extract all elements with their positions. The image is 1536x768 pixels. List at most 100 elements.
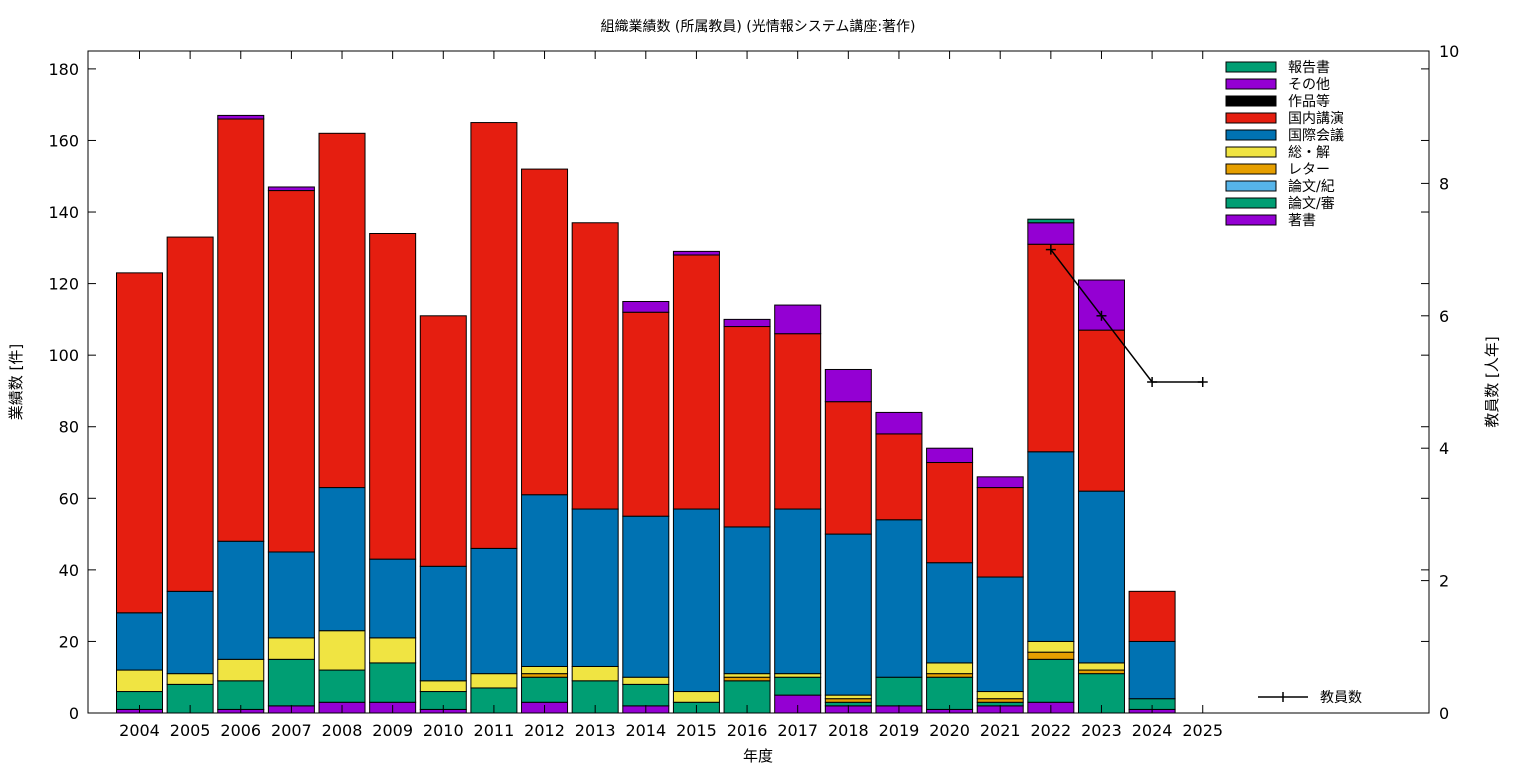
bar-segment-2011-s5 [470, 547, 518, 675]
x-tick-label-2023: 2023 [1081, 721, 1122, 740]
bar-segment-2014-s8 [622, 300, 670, 313]
legend-label-8: 論文/審 [1288, 196, 1335, 212]
bar-segment-2013-s6 [571, 222, 619, 510]
x-tick-label-2022: 2022 [1030, 721, 1071, 740]
x-tick-label-2011: 2011 [474, 721, 515, 740]
legend-swatch-6 [1225, 163, 1277, 175]
teacher-count-line [1050, 249, 1203, 383]
y2-tick-label: 4 [1439, 439, 1449, 458]
bar-segment-2009-s5 [369, 558, 417, 639]
axes-layer: 0 20 40 60 80 100 120 140 160 180 0 2 4 6 8 10 2004 2005 2… [48, 42, 1459, 740]
bar-segment-2022-s4 [1027, 640, 1075, 653]
bar-segment-2022-s9 [1027, 218, 1075, 224]
x-tick-label-2006: 2006 [220, 721, 261, 740]
bar-segment-2006-s1 [217, 680, 265, 710]
bar-segment-2022-s1 [1027, 658, 1075, 703]
bar-segment-2008-s4 [318, 630, 366, 671]
bar-segment-2016-s8 [723, 318, 771, 328]
bar-segment-2024-s6 [1128, 590, 1176, 642]
bar-segment-2024-s5 [1128, 640, 1176, 700]
bar-segment-2023-s3 [1077, 669, 1125, 675]
bar-segment-2018-s8 [824, 368, 872, 403]
bar-segment-2015-s5 [672, 508, 720, 693]
bar-segment-2004-s4 [116, 669, 163, 693]
bar-segment-2020-s6 [926, 462, 974, 564]
teacher-count-point-2022 [1045, 244, 1056, 255]
y-tick-label: 100 [48, 346, 79, 365]
bar-segment-2010-s6 [419, 315, 467, 567]
bar-segment-2021-s5 [976, 576, 1024, 693]
y-tick-label: 60 [59, 489, 79, 508]
bar-segment-2005-s5 [166, 590, 214, 675]
bar-segment-2017-s1 [774, 676, 822, 696]
legend-swatch-2 [1225, 95, 1277, 107]
bar-segment-2015-s4 [672, 691, 720, 703]
x-tick-label-2007: 2007 [271, 721, 312, 740]
bar-segment-2006-s4 [217, 658, 265, 682]
bar-segment-2018-s6 [824, 401, 872, 535]
x-tick-label-2005: 2005 [170, 721, 211, 740]
bar-segment-2011-s4 [470, 673, 518, 689]
legend-swatch-9 [1225, 214, 1277, 226]
legend-swatch-5 [1225, 146, 1277, 158]
y-tick-label: 160 [48, 131, 79, 150]
legend-label-4: 国際会議 [1288, 127, 1344, 144]
y-tick-label: 0 [69, 704, 79, 723]
bar-segment-2021-s8 [976, 476, 1024, 489]
chart-title: 組織業績数 (所属教員) (光情報システム講座:著作) [600, 19, 915, 35]
legend-label-1: その他 [1288, 77, 1330, 93]
bar-segment-2022-s5 [1027, 451, 1075, 642]
bar-segment-2017-s5 [774, 508, 822, 675]
bar-segment-2011-s6 [470, 122, 518, 549]
x-tick-label-2008: 2008 [322, 721, 363, 740]
teacher-count-point-2024 [1147, 377, 1158, 387]
legend-label-3: 国内講演 [1288, 111, 1344, 127]
bar-segment-2009-s6 [369, 232, 417, 560]
bar-segment-2015-s8 [672, 250, 720, 256]
bar-segment-2006-s6 [217, 118, 265, 542]
bar-segment-2016-s3 [723, 676, 771, 682]
bar-segment-2023-s4 [1077, 662, 1125, 671]
bar-segment-2006-s8 [217, 114, 265, 120]
teacher-count-point-2025 [1197, 377, 1208, 387]
bar-segment-2016-s4 [723, 673, 771, 678]
bar-segment-2009-s4 [369, 637, 417, 664]
x-tick-label-2016: 2016 [727, 721, 768, 740]
y2-tick-label: 0 [1439, 704, 1449, 723]
bar-segment-2019-s5 [875, 519, 923, 678]
legend-swatch-3 [1225, 112, 1277, 124]
x-tick-label-2017: 2017 [777, 721, 818, 740]
bar-segment-2009-s1 [369, 662, 417, 703]
x-tick-label-2004: 2004 [119, 721, 160, 740]
bar-segment-2018-s3 [824, 698, 872, 703]
bar-segment-2019-s6 [875, 433, 923, 521]
bars-layer [116, 114, 1176, 714]
bar-segment-2015-s6 [672, 254, 720, 510]
x-tick-label-2025: 2025 [1182, 721, 1223, 740]
bar-segment-2016-s6 [723, 326, 771, 528]
y-tick-label: 20 [59, 632, 79, 651]
bar-segment-2018-s5 [824, 533, 872, 696]
bar-segment-2014-s6 [622, 311, 670, 517]
legend-label-7: 論文/紀 [1288, 179, 1335, 195]
bar-segment-2021-s3 [976, 698, 1024, 703]
bar-segment-2008-s6 [318, 132, 366, 489]
bar-segment-2017-s6 [774, 333, 822, 510]
x-tick-label-2009: 2009 [372, 721, 413, 740]
bar-segment-2017-s4 [774, 673, 822, 678]
bar-segment-2022-s6 [1027, 243, 1075, 453]
bar-segment-2020-s5 [926, 562, 974, 664]
bar-segment-2004-s6 [116, 272, 163, 614]
legend-label-2: 作品等 [1288, 93, 1330, 110]
bar-segment-2004-s5 [116, 612, 163, 671]
x-tick-label-2019: 2019 [879, 721, 920, 740]
bar-segment-2007-s6 [267, 190, 315, 553]
bar-segment-2022-s3 [1027, 651, 1075, 660]
legend-label-line: 教員数 [1320, 690, 1362, 706]
legend-swatch-1 [1225, 78, 1277, 90]
bar-segment-2012-s1 [521, 676, 569, 703]
x-tick-label-2013: 2013 [575, 721, 616, 740]
bar-segment-2012-s4 [521, 665, 569, 675]
legend-swatch-4 [1225, 129, 1277, 141]
